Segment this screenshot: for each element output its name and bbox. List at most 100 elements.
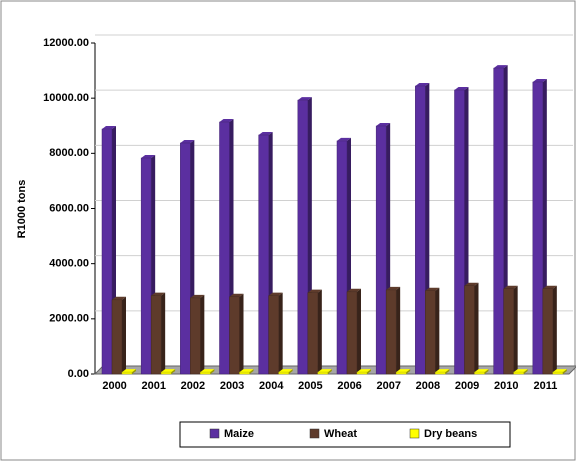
bar-side — [171, 369, 176, 374]
bar-top — [161, 369, 176, 373]
x-tick-label: 2002 — [181, 380, 205, 392]
bar-side — [317, 289, 322, 374]
x-tick-label: 2000 — [102, 380, 126, 392]
bar-top — [278, 369, 293, 373]
bar-top — [307, 289, 322, 293]
bar-side — [513, 285, 518, 374]
bar-top — [386, 286, 401, 290]
bar-side — [562, 369, 567, 374]
bar — [336, 140, 348, 375]
bar-top — [122, 369, 136, 373]
bar — [552, 371, 564, 375]
x-tick-label: 2001 — [142, 380, 166, 392]
bar-top — [376, 123, 391, 127]
bar — [356, 371, 368, 375]
bar — [101, 128, 113, 375]
bar-side — [210, 369, 215, 374]
bar-top — [229, 293, 244, 297]
bar-side — [406, 369, 411, 374]
bar — [160, 371, 172, 375]
bar — [200, 371, 211, 375]
bar — [229, 296, 240, 375]
y-tick-label: 12000.00 — [43, 37, 89, 49]
bar-top — [141, 155, 156, 159]
bar-side — [132, 369, 136, 374]
bar — [542, 288, 554, 375]
bar — [385, 289, 397, 375]
bar-top — [435, 369, 450, 373]
bar-top — [415, 83, 430, 87]
x-tick-label: 2011 — [533, 380, 557, 392]
bar-side — [367, 369, 371, 374]
bar — [435, 371, 446, 375]
bar-side — [396, 286, 401, 374]
legend-label: Dry beans — [424, 428, 477, 440]
bar — [346, 291, 358, 375]
bar — [474, 371, 485, 375]
bar-top — [219, 119, 234, 123]
bar-side — [435, 287, 440, 374]
bar-top — [503, 285, 518, 289]
bar-side — [239, 293, 244, 374]
bar-top — [190, 294, 205, 298]
bar — [532, 81, 544, 375]
bar-top — [454, 87, 469, 91]
bar — [425, 290, 436, 375]
bar — [219, 121, 230, 375]
bar-top — [542, 285, 557, 289]
bar-top — [425, 287, 440, 291]
bar-top — [297, 97, 312, 101]
bar-top — [513, 369, 528, 373]
y-tick-label: 2000.00 — [49, 313, 89, 325]
bar-side — [278, 292, 283, 374]
bar-top — [200, 369, 215, 373]
bar-top — [552, 369, 567, 373]
bar — [180, 142, 191, 375]
x-tick-label: 2009 — [455, 380, 479, 392]
legend-label: Wheat — [324, 428, 357, 440]
bar — [464, 285, 475, 375]
bar — [415, 85, 426, 375]
bar-side — [288, 369, 293, 374]
bar — [268, 295, 279, 375]
legend-box — [179, 421, 511, 448]
bar-top — [239, 369, 254, 373]
x-tick-label: 2007 — [377, 380, 401, 392]
bar-side — [552, 285, 557, 374]
bar — [258, 134, 269, 375]
bar-side — [474, 282, 479, 374]
x-tick-label: 2010 — [494, 380, 518, 392]
bar — [140, 157, 152, 375]
bar — [493, 67, 504, 375]
bar — [395, 371, 407, 375]
x-tick-label: 2005 — [298, 380, 322, 392]
bar-side — [161, 292, 166, 374]
bar — [121, 371, 133, 375]
bar-side — [249, 369, 254, 374]
bar-top — [337, 137, 351, 141]
bar — [297, 99, 309, 375]
bar-top — [258, 131, 273, 135]
x-tick-label: 2008 — [416, 380, 440, 392]
bar-side — [200, 294, 205, 374]
y-tick-label: 6000.00 — [49, 202, 89, 214]
y-tick-label: 0.00 — [68, 368, 89, 380]
bar — [278, 371, 289, 375]
bar — [150, 295, 162, 375]
bar-top — [151, 292, 166, 296]
legend-swatch — [309, 428, 320, 439]
bar — [190, 297, 201, 375]
bar-top — [532, 79, 547, 83]
y-tick-label: 4000.00 — [49, 258, 89, 270]
bar — [513, 371, 524, 375]
y-axis-label: R1000 tons — [16, 180, 28, 239]
legend-swatch — [409, 428, 420, 439]
x-tick-label: 2006 — [337, 380, 361, 392]
x-tick-label: 2004 — [259, 380, 284, 392]
bar — [307, 292, 319, 375]
bar-top — [347, 288, 361, 292]
bar-top — [396, 369, 411, 373]
bar-side — [523, 369, 528, 374]
